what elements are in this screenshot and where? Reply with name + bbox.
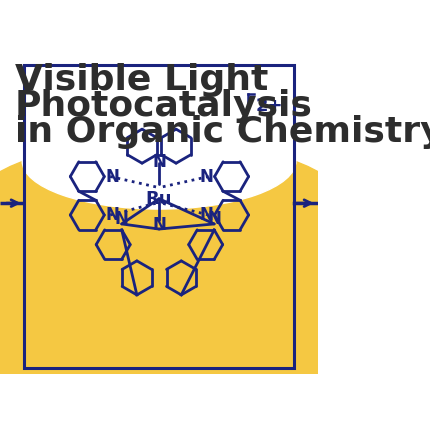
Text: in Organic Chemistry: in Organic Chemistry xyxy=(15,115,430,149)
Polygon shape xyxy=(0,211,318,374)
Text: N: N xyxy=(152,153,166,171)
Text: 2+: 2+ xyxy=(255,97,283,115)
Text: N: N xyxy=(106,206,120,224)
Polygon shape xyxy=(0,56,318,156)
Text: N: N xyxy=(199,206,213,224)
Text: N: N xyxy=(106,168,120,185)
Text: N: N xyxy=(207,210,221,227)
Ellipse shape xyxy=(22,113,296,209)
Text: Ru: Ru xyxy=(146,190,172,208)
Text: N: N xyxy=(152,215,166,233)
Text: N: N xyxy=(115,210,129,227)
Ellipse shape xyxy=(0,141,344,267)
Text: Visible Light: Visible Light xyxy=(15,63,268,97)
Text: N: N xyxy=(199,168,213,185)
Text: Photocatalysis: Photocatalysis xyxy=(15,89,313,123)
